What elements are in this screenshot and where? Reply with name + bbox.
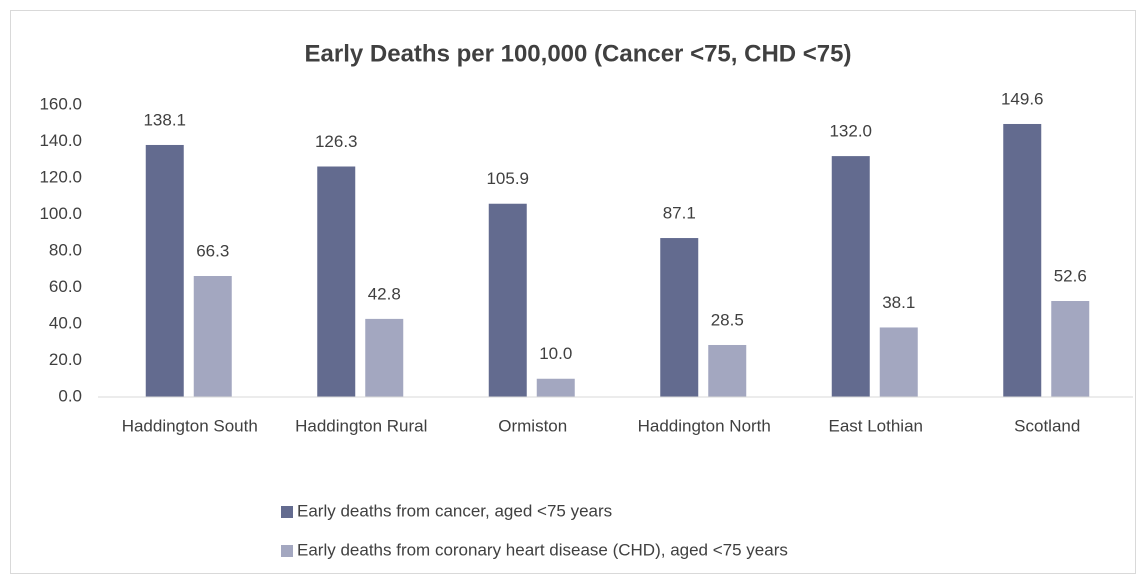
bar: [536, 378, 575, 397]
y-tick-label: 0.0: [58, 386, 82, 405]
data-label: 38.1: [882, 293, 915, 312]
bar: [660, 238, 699, 397]
bar: [317, 166, 356, 397]
data-label: 149.6: [1001, 89, 1044, 108]
data-label: 126.3: [315, 132, 358, 151]
legend-swatch: [281, 506, 293, 518]
y-tick-label: 100.0: [39, 204, 82, 223]
bar: [488, 203, 527, 397]
x-tick-label: Haddington North: [638, 416, 771, 435]
y-tick-label: 140.0: [39, 131, 82, 150]
x-tick-label: Ormiston: [498, 416, 567, 435]
data-label: 138.1: [143, 110, 186, 129]
bar: [145, 144, 184, 397]
data-label: 105.9: [486, 169, 529, 188]
data-label: 66.3: [196, 241, 229, 260]
bar: [365, 318, 404, 397]
data-label: 132.0: [829, 122, 872, 141]
data-label: 87.1: [663, 204, 696, 223]
bar: [708, 344, 747, 397]
y-tick-label: 20.0: [49, 350, 82, 369]
x-tick-label: Haddington Rural: [295, 416, 427, 435]
data-label: 52.6: [1054, 266, 1087, 285]
bar: [1003, 123, 1042, 397]
bar: [193, 276, 232, 397]
x-tick-label: Haddington South: [122, 416, 258, 435]
bar: [1051, 301, 1090, 397]
data-label: 28.5: [711, 310, 744, 329]
legend-label: Early deaths from coronary heart disease…: [297, 540, 788, 559]
chart-title: Early Deaths per 100,000 (Cancer <75, CH…: [305, 40, 852, 67]
y-tick-label: 60.0: [49, 277, 82, 296]
x-tick-label: Scotland: [1014, 416, 1080, 435]
bar: [879, 327, 918, 397]
y-tick-label: 80.0: [49, 240, 82, 259]
data-label: 10.0: [539, 344, 572, 363]
legend-label: Early deaths from cancer, aged <75 years: [297, 501, 612, 520]
data-label: 42.8: [368, 284, 401, 303]
x-tick-label: East Lothian: [828, 416, 923, 435]
bar: [831, 156, 870, 397]
y-tick-label: 160.0: [39, 94, 82, 113]
y-tick-label: 120.0: [39, 167, 82, 186]
legend-swatch: [281, 545, 293, 557]
y-tick-label: 40.0: [49, 313, 82, 332]
